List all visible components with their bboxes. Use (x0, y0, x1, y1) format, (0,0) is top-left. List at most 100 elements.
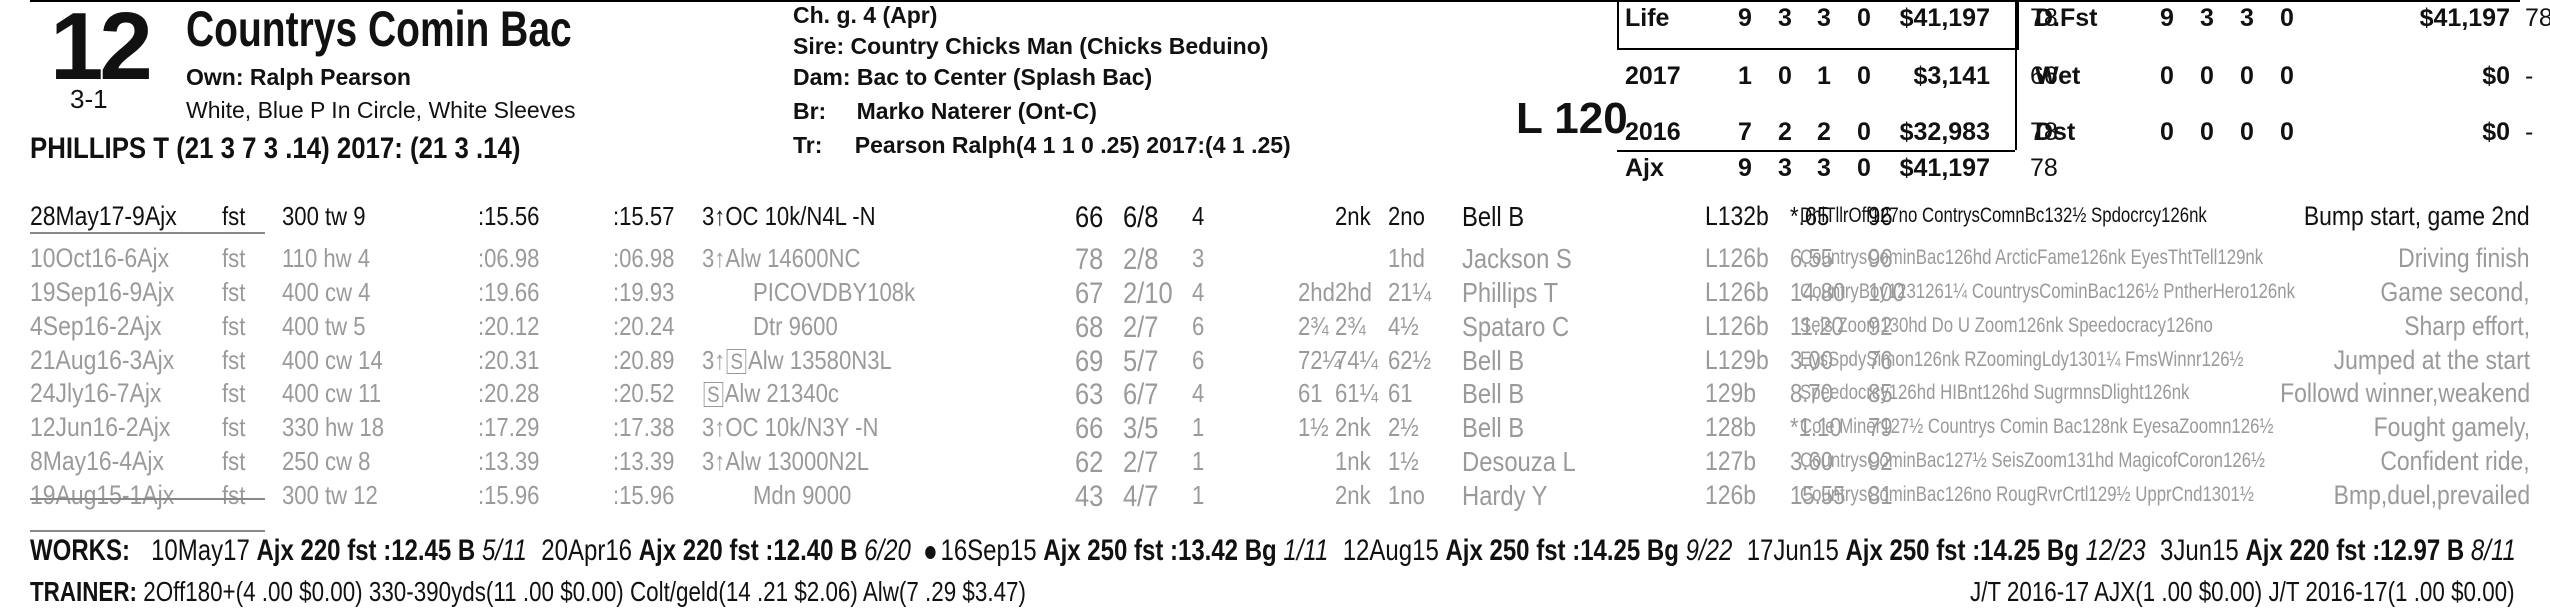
race-jockey: Hardy Y (1462, 480, 1548, 511)
race-pp: 2/10 (1123, 277, 1173, 310)
sire-label: Sire: (793, 33, 845, 59)
race-fin: 1½ (1388, 446, 1419, 476)
stats_right-s: 0 (2280, 118, 2294, 146)
race-c2: 2hd (1335, 277, 1372, 307)
race-sf: 43 (1075, 480, 1104, 513)
race-comment: Sharp effort, (2404, 311, 2530, 341)
race-wt: 129b (1705, 378, 1757, 408)
stats_left-st: 9 (1738, 4, 1752, 32)
race-c2: 2nk (1335, 201, 1371, 231)
stats_left-earn: $32,983 (1899, 118, 1990, 146)
jockey-trainer-stats: J/T 2016-17 AJX(1 .00 $0.00) J/T 2016-17… (1970, 576, 2515, 607)
race-c2: 61¼ (1335, 378, 1379, 408)
race-wt: 127b (1705, 446, 1757, 476)
race-jockey: Jackson S (1462, 243, 1572, 274)
stats_left-s: 0 (1857, 4, 1871, 32)
race-date: 28May17-9Ajx (30, 201, 177, 231)
trainer-value: Pearson Ralph(4 1 1 0 .25) 2017:(4 1 .25… (854, 132, 1291, 158)
race-c2: 74¼ (1335, 345, 1379, 375)
stats_left-p: 1 (1817, 62, 1831, 90)
race-fin: 2no (1388, 201, 1425, 231)
sire-value: Country Chicks Man (Chicks Beduino) (850, 33, 1269, 59)
works-label: WORKS: (30, 534, 130, 567)
jockey-line: PHILLIPS T (21 3 7 3 .14) 2017: (21 3 .1… (30, 132, 521, 165)
work-entry: 16Sep15 Ajx 250 fst :13.42 Bg 1/11 (925, 534, 1328, 567)
stats_left-earn: $41,197 (1899, 154, 1990, 182)
race-jockey: Bell B (1462, 345, 1525, 376)
works-line: WORKS: 10May17 Ajx 220 fst :12.45 B 5/11… (30, 534, 2516, 568)
race-f1: :20.12 (478, 311, 540, 341)
race-comment: Game second, (2380, 277, 2530, 307)
dam-value: Bac to Center (Splash Bac) (856, 64, 1153, 90)
stats_right-label: Dst (2035, 118, 2076, 146)
race-f2: :20.24 (613, 311, 675, 341)
silks-line: White, Blue P In Circle, White Sleeves (186, 97, 576, 123)
race-st: 6 (1192, 311, 1205, 341)
race-spd: 79 (1868, 412, 1893, 442)
stats_right-w: 0 (2200, 118, 2214, 146)
race-odds: 14.80 (1790, 277, 1846, 307)
race-top-finishers: EysSpdySimon126nk RZoomingLdy1301¼ FmsWi… (1800, 348, 2244, 371)
stats_right-s: 0 (2280, 62, 2294, 90)
race-spd: 100 (1868, 277, 1905, 307)
race-st: 6 (1192, 345, 1205, 375)
race-class: 3↑OC 10k/N3Y -N (702, 412, 878, 443)
stats_left-w: 3 (1778, 154, 1792, 182)
stats_left-s: 0 (1857, 154, 1871, 182)
work-rank: 5/11 (481, 534, 527, 567)
race-cond: fst (222, 378, 246, 408)
race-c2: 2nk (1335, 412, 1371, 442)
race-pp: 2/8 (1123, 243, 1159, 276)
stats_right-earn: $41,197 (2419, 4, 2510, 32)
race-fin: 62½ (1388, 345, 1432, 375)
race-sf: 63 (1075, 378, 1104, 411)
race-fin: 21¼ (1388, 277, 1432, 307)
race-c1: 2¾ (1298, 311, 1329, 341)
race-pp: 4/7 (1123, 480, 1159, 513)
race-comment: Followd winner,weakend (2279, 378, 2530, 408)
race-top-finishers: Seis Zoom130hd Do U Zoom126nk Speedocrac… (1800, 314, 2213, 337)
race-dist: 300 tw 12 (282, 480, 378, 510)
program-number: 12 (50, 0, 153, 100)
work-rank: 6/20 (864, 534, 911, 567)
stats-vertical-rule (2015, 0, 2017, 150)
weight-block: L 120 (1516, 94, 1628, 143)
stats_right-p: 0 (2240, 62, 2254, 90)
race-class: Mdn 9000 (753, 480, 851, 511)
race-class-type2: Alw 21340c (724, 378, 839, 408)
race-dist: 400 cw 14 (282, 345, 383, 375)
race-f1: :13.39 (478, 446, 540, 476)
stats_right-speed: - (2525, 62, 2534, 90)
race-dist: 400 tw 5 (282, 311, 366, 341)
race-f1: :20.28 (478, 378, 540, 408)
race-top-finishers: CountrysCominBac126no RougRvrCrtl129½ Up… (1800, 483, 2254, 506)
stats_left-label: Life (1625, 4, 1670, 32)
race-class-type: 3↑Alw 13000N2L (702, 446, 870, 476)
race-c1: 61 (1298, 378, 1323, 408)
race-f1: :19.66 (478, 277, 540, 307)
race-c1: 1½ (1298, 412, 1329, 442)
race-odds: 3.00 (1790, 345, 1834, 375)
race-f1: :06.98 (478, 243, 540, 273)
race-dist: 330 hw 18 (282, 412, 384, 442)
work-date: 3Jun15 (2160, 534, 2239, 567)
race-cond: fst (222, 243, 246, 273)
work-rank: 9/22 (1685, 534, 1733, 567)
race-class-type: PICOVDBY108k (753, 277, 916, 307)
work-rank: 1/11 (1283, 534, 1329, 567)
race-comment: Bmp,duel,prevailed (2333, 480, 2530, 510)
stats_left-label: 2016 (1625, 118, 1681, 146)
work-date: 17Jun15 (1746, 534, 1839, 567)
race-odds: 11.20 (1790, 311, 1844, 341)
stats_left-s: 0 (1857, 118, 1871, 146)
stats_right-st: 0 (2160, 62, 2174, 90)
race-class-type: Mdn 9000 (753, 480, 852, 510)
trainer-stats-text: 2Off180+(4 .00 $0.00) 330-390yds(11 .00 … (143, 576, 1026, 607)
race-f2: :20.89 (613, 345, 675, 375)
breeder-value: Marko Naterer (Ont-C) (856, 98, 1097, 124)
race-wt: L132b (1705, 201, 1769, 231)
breeder-label: Br: (793, 98, 827, 124)
race-st: 3 (1192, 243, 1205, 273)
race-fin: 1no (1388, 480, 1425, 510)
race-date-rule-2 (30, 498, 265, 500)
